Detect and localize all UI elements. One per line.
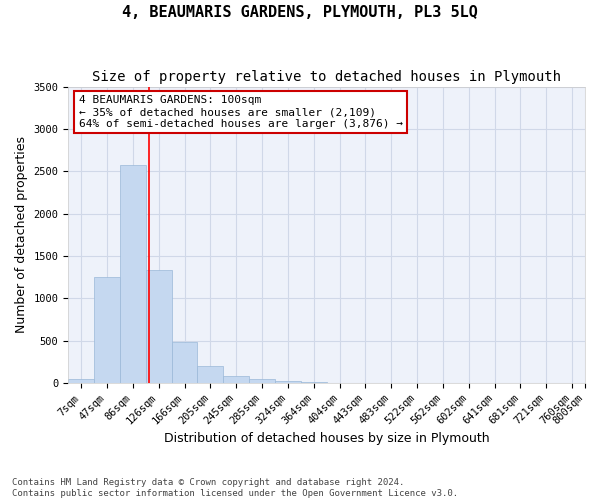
Y-axis label: Number of detached properties: Number of detached properties <box>15 136 28 334</box>
Text: 4 BEAUMARIS GARDENS: 100sqm
← 35% of detached houses are smaller (2,109)
64% of : 4 BEAUMARIS GARDENS: 100sqm ← 35% of det… <box>79 96 403 128</box>
Text: 4, BEAUMARIS GARDENS, PLYMOUTH, PL3 5LQ: 4, BEAUMARIS GARDENS, PLYMOUTH, PL3 5LQ <box>122 5 478 20</box>
Text: Contains HM Land Registry data © Crown copyright and database right 2024.
Contai: Contains HM Land Registry data © Crown c… <box>12 478 458 498</box>
Bar <box>249 379 275 383</box>
Bar <box>146 270 172 383</box>
Bar <box>120 164 146 383</box>
Bar <box>68 379 94 383</box>
Bar <box>223 376 249 383</box>
Bar <box>94 277 120 383</box>
Title: Size of property relative to detached houses in Plymouth: Size of property relative to detached ho… <box>92 70 561 84</box>
Bar <box>197 366 223 383</box>
Bar <box>172 342 197 383</box>
Bar <box>301 382 326 383</box>
Bar <box>275 381 301 383</box>
X-axis label: Distribution of detached houses by size in Plymouth: Distribution of detached houses by size … <box>164 432 490 445</box>
